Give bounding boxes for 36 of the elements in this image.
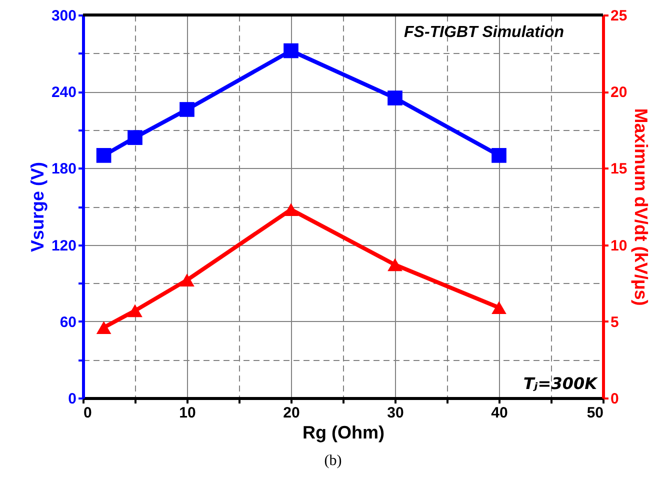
annotation: Tⱼ=300K	[523, 374, 599, 393]
point	[284, 203, 298, 216]
annotation: FS-TIGBT Simulation	[404, 24, 564, 41]
y-tick-label: 60	[60, 314, 76, 331]
y-tick-label: 120	[51, 237, 76, 254]
point	[492, 148, 506, 163]
point	[180, 102, 194, 117]
x-tick-label: 0	[84, 404, 92, 422]
y2-tick-label: 0	[610, 390, 619, 408]
x-tick-label: 30	[387, 404, 404, 422]
y2-axis-title: Maximum dV/dt (kV/µs)	[631, 108, 652, 306]
point	[96, 148, 112, 163]
x-tick-label: 40	[491, 404, 508, 422]
point	[128, 130, 142, 145]
y-tick-label: 180	[51, 160, 76, 178]
point	[96, 321, 112, 334]
x-axis-title: Rg (Ohm)	[302, 422, 384, 442]
point	[388, 90, 402, 106]
x-tick-label: 10	[179, 404, 196, 422]
y2-tick-label: 5	[610, 314, 619, 331]
x-tick-label: 50	[586, 404, 604, 422]
y2-tick-label: 20	[610, 84, 628, 102]
y-tick-label: 240	[51, 84, 76, 102]
y-axis-title: Vsurge (V)	[27, 162, 48, 252]
x-tick-label: 20	[283, 404, 300, 422]
y2-tick-label: 15	[610, 160, 628, 178]
point	[492, 301, 506, 314]
y-tick-label: 300	[51, 8, 76, 24]
y2-tick-label: 25	[610, 8, 628, 24]
y-tick-label: 0	[68, 390, 76, 408]
point	[388, 258, 402, 272]
text: (b)	[324, 453, 342, 469]
point	[284, 43, 298, 58]
point	[180, 274, 194, 286]
point	[128, 304, 142, 318]
y2-tick-label: 10	[610, 237, 628, 254]
